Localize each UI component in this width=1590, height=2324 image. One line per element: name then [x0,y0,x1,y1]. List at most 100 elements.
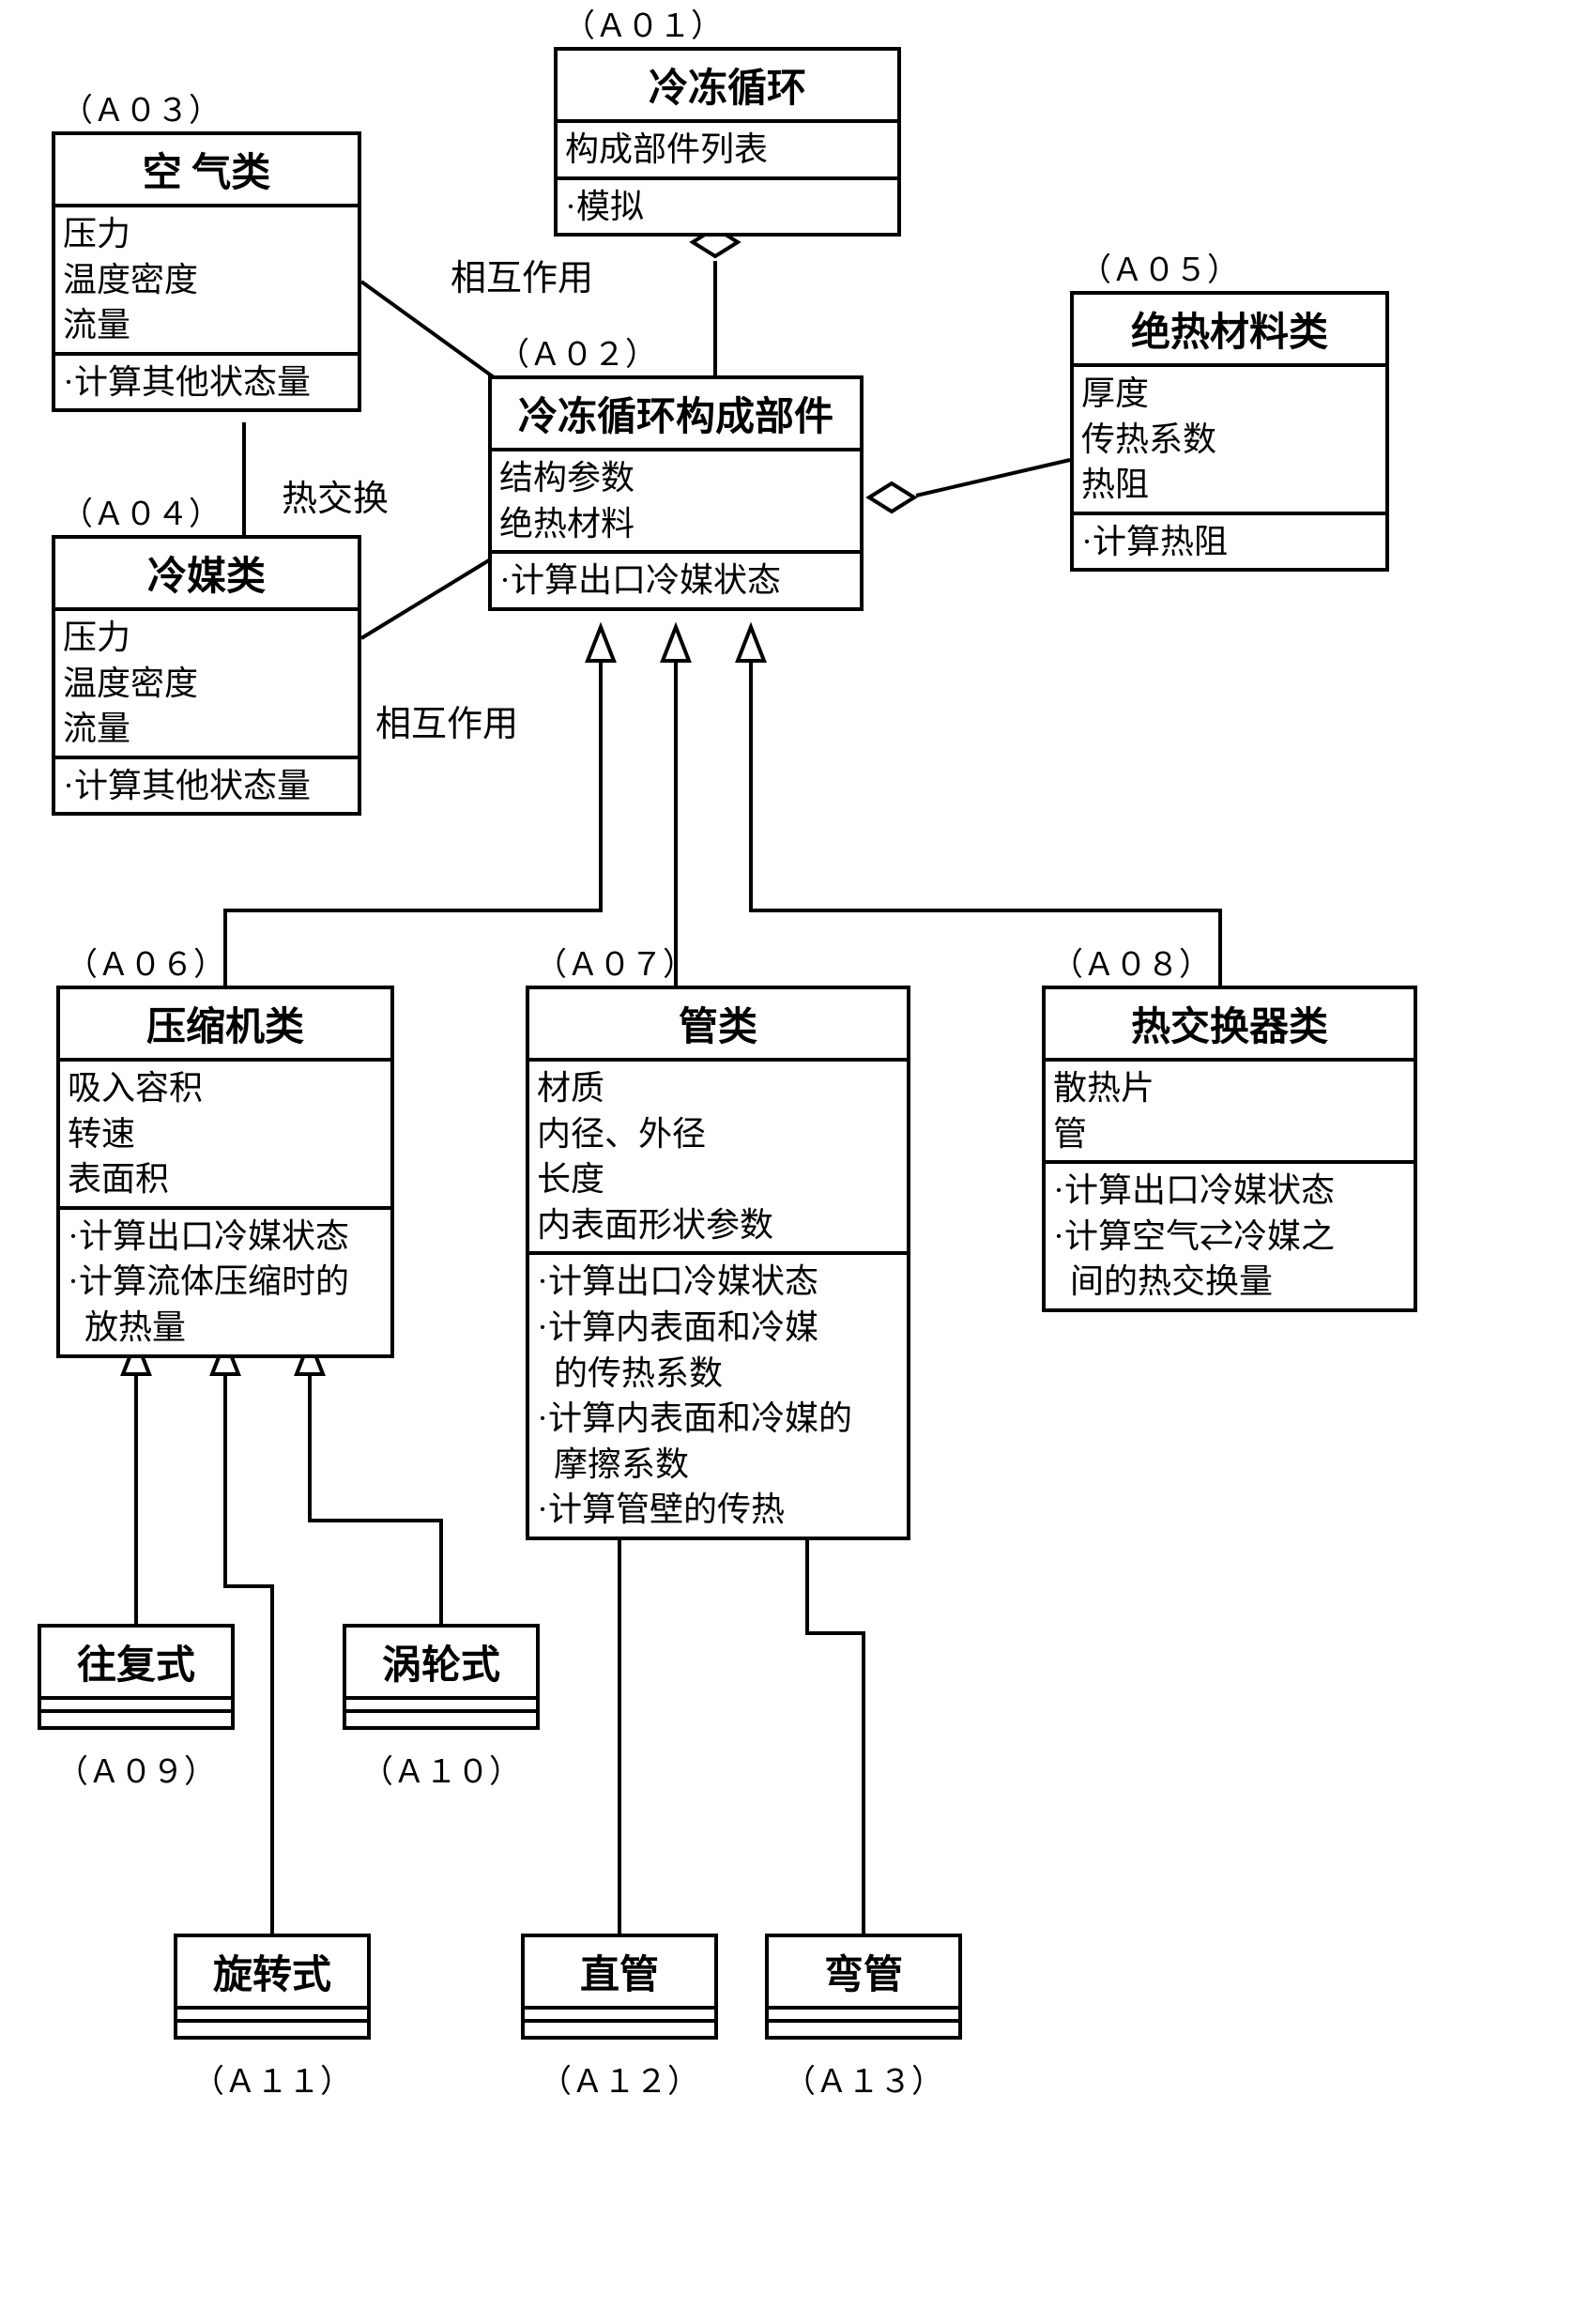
class-title: 冷媒类 [55,539,358,611]
op: 间的热交换量 [1053,1259,1406,1305]
class-title: 空 气类 [55,135,358,207]
class-ops [525,2023,714,2036]
class-ops: 计算其他状态量 [55,356,358,409]
attr: 温度密度 [63,257,350,303]
op: 计算出口冷媒状态 [499,558,852,604]
class-ops: 计算其他状态量 [55,759,358,813]
op: ·计算内表面和冷媒的 [537,1396,899,1442]
class-id-label: （Ａ０７） [535,939,695,985]
class-id-label: （Ａ０２） [497,329,657,375]
class-ops: 模拟 [558,180,897,234]
class-A10: 涡轮式 [343,1624,540,1730]
class-id-label: （Ａ０１） [563,0,723,46]
class-attrs: 压力温度密度流量 [55,207,358,356]
class-id-label: （Ａ１３） [784,2056,943,2102]
op: ·计算出口冷媒状态 [68,1214,383,1260]
class-id-label: （Ａ１０） [361,1746,521,1792]
class-A04: 冷媒类压力温度密度流量计算其他状态量 [52,535,361,816]
attr: 吸入容积 [68,1065,383,1111]
op: ·计算出口冷媒状态 [537,1259,899,1305]
attr: 结构参数 [499,455,852,501]
attr: 压力 [63,211,350,257]
class-A03: 空 气类压力温度密度流量计算其他状态量 [52,131,361,412]
class-A02: 冷冻循环构成部件结构参数绝热材料计算出口冷媒状态 [488,375,864,611]
class-id-label: （Ａ０５） [1079,244,1239,290]
class-attrs: 散热片管 [1046,1062,1414,1164]
class-A13: 弯管 [765,1934,962,2040]
class-attrs [769,2010,958,2023]
op: 放热量 [68,1305,383,1351]
class-id-label: （Ａ０６） [66,939,225,985]
class-title: 绝热材料类 [1074,295,1385,367]
class-title: 热交换器类 [1046,989,1414,1062]
op: ·计算空气⇄冷媒之 [1053,1214,1406,1260]
relationship-label: 相互作用 [375,695,518,746]
class-id-label: （Ａ０９） [56,1746,216,1792]
uml-class-diagram: 冷冻循环构成部件列表模拟（Ａ０１）冷冻循环构成部件结构参数绝热材料计算出口冷媒状… [0,0,1590,2324]
class-A05: 绝热材料类厚度传热系数热阻计算热阻 [1070,291,1389,572]
class-A12: 直管 [521,1934,718,2040]
attr: 构成部件列表 [565,127,890,173]
attr: 散热片 [1053,1065,1406,1111]
class-attrs [177,2010,367,2023]
class-A11: 旋转式 [174,1934,371,2040]
attr: 流量 [63,302,350,348]
class-A07: 管类材质内径、外径长度内表面形状参数·计算出口冷媒状态·计算内表面和冷媒 的传热… [526,986,910,1540]
op: 计算其他状态量 [63,359,350,405]
op: ·计算出口冷媒状态 [1053,1168,1406,1214]
class-ops [346,1713,536,1726]
class-id-label: （Ａ０３） [61,84,221,130]
attr: 内径、外径 [537,1111,899,1157]
class-attrs [346,1700,536,1713]
op: ·计算流体压缩时的 [68,1259,383,1305]
op: ·计算管壁的传热 [537,1487,899,1533]
class-attrs: 材质内径、外径长度内表面形状参数 [529,1062,907,1255]
class-title: 直管 [525,1937,714,2010]
class-id-label: （Ａ１２） [540,2056,699,2102]
class-A09: 往复式 [38,1624,235,1730]
attr: 压力 [63,615,350,661]
attr: 转速 [68,1111,383,1157]
class-id-label: （Ａ０４） [61,488,221,534]
class-title: 冷冻循环 [558,51,897,123]
class-attrs: 压力温度密度流量 [55,611,358,759]
attr: 流量 [63,706,350,752]
op: ·计算内表面和冷媒 [537,1305,899,1351]
class-ops [769,2023,958,2036]
class-attrs: 结构参数绝热材料 [492,451,860,554]
class-ops: 计算出口冷媒状态 [492,554,860,607]
class-title: 管类 [529,989,907,1062]
class-title: 冷冻循环构成部件 [492,379,860,451]
class-A01: 冷冻循环构成部件列表模拟 [554,47,901,237]
attr: 热阻 [1081,462,1378,508]
class-attrs: 厚度传热系数热阻 [1074,367,1385,515]
op: 计算其他状态量 [63,763,350,809]
class-title: 往复式 [41,1628,231,1700]
class-title: 涡轮式 [346,1628,536,1700]
attr: 厚度 [1081,371,1378,417]
class-title: 旋转式 [177,1937,367,2010]
class-ops: ·计算出口冷媒状态·计算空气⇄冷媒之 间的热交换量 [1046,1164,1414,1308]
relationship-label: 相互作用 [451,249,593,300]
class-title: 弯管 [769,1937,958,2010]
class-ops: ·计算出口冷媒状态·计算内表面和冷媒 的传热系数·计算内表面和冷媒的 摩擦系数·… [529,1255,907,1537]
attr: 管 [1053,1111,1406,1157]
class-A06: 压缩机类吸入容积转速表面积·计算出口冷媒状态·计算流体压缩时的 放热量 [56,986,394,1358]
class-attrs [525,2010,714,2023]
class-id-label: （Ａ１１） [192,2056,352,2102]
attr: 绝热材料 [499,501,852,547]
attr: 表面积 [68,1156,383,1202]
attr: 内表面形状参数 [537,1202,899,1248]
attr: 传热系数 [1081,417,1378,463]
attr: 材质 [537,1065,899,1111]
class-ops [41,1713,231,1726]
class-attrs: 吸入容积转速表面积 [60,1062,390,1210]
attr: 温度密度 [63,661,350,707]
class-ops: 计算热阻 [1074,515,1385,569]
op: 模拟 [565,184,890,230]
class-attrs: 构成部件列表 [558,123,897,180]
class-ops [177,2023,367,2036]
op: 摩擦系数 [537,1442,899,1488]
op: 的传热系数 [537,1351,899,1397]
op: 计算热阻 [1081,519,1378,565]
